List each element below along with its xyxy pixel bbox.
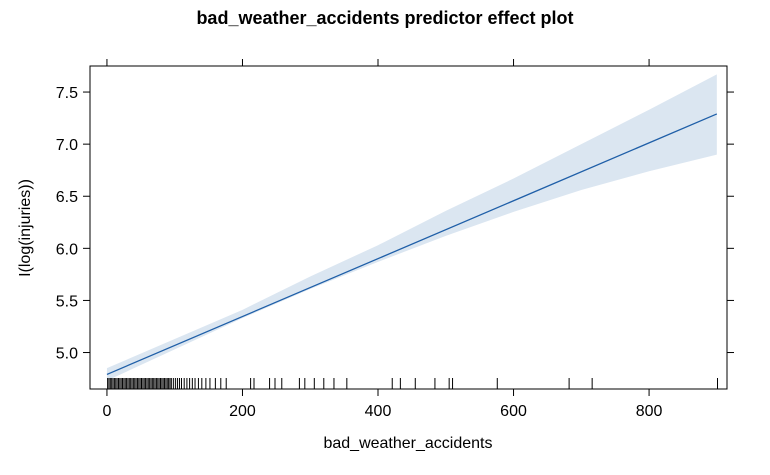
- y-tick-label: 6.0: [56, 241, 78, 258]
- x-axis-label: bad_weather_accidents: [323, 435, 492, 452]
- y-axis-label: I(log(injuries)): [17, 179, 34, 277]
- rug-layer: [107, 378, 719, 389]
- x-tick-label: 800: [636, 403, 663, 420]
- fit-line-layer: [106, 113, 718, 376]
- confidence-band-layer: [106, 74, 717, 381]
- y-tick-label: 6.5: [56, 189, 78, 206]
- y-axis-ticks: 5.0 5.5 6.0 6.5 7.0 7.5: [56, 85, 734, 363]
- confidence-band: [106, 74, 717, 381]
- x-axis-ticks: 0 200 400 600 800: [102, 59, 663, 420]
- plot-frame: [89, 65, 728, 390]
- y-tick-label: 7.5: [56, 85, 78, 102]
- y-tick-label: 5.0: [56, 346, 78, 363]
- x-tick-label: 0: [102, 403, 111, 420]
- y-tick-label: 7.0: [56, 137, 78, 154]
- x-tick-label: 600: [500, 403, 527, 420]
- fit-line: [106, 113, 718, 376]
- y-tick-label: 5.5: [56, 293, 78, 310]
- x-tick-label: 200: [229, 403, 256, 420]
- x-tick-label: 400: [365, 403, 392, 420]
- chart-title: bad_weather_accidents predictor effect p…: [196, 8, 573, 28]
